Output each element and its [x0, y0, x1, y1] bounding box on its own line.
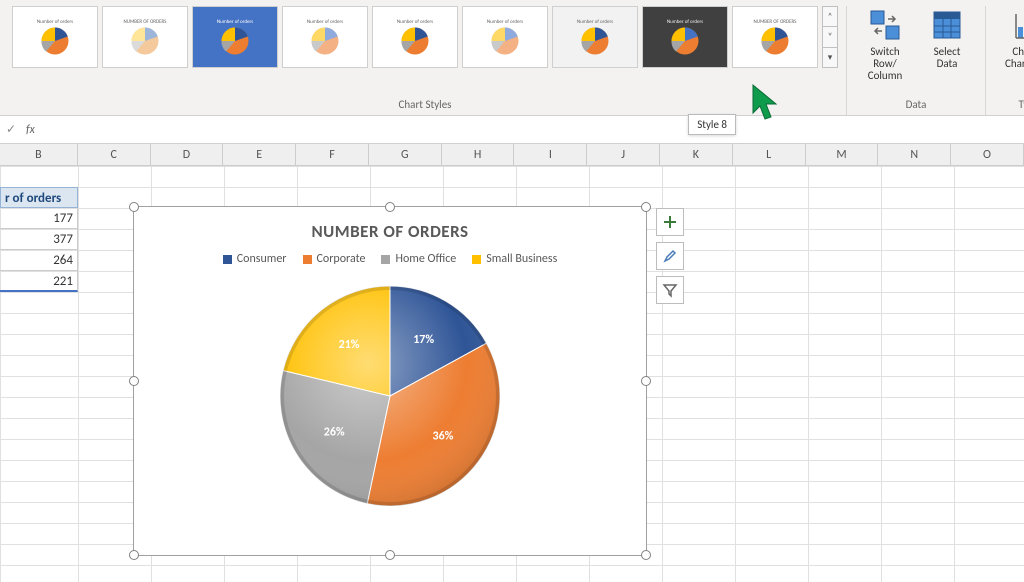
- data-group: Switch Row/Column SelectData Data: [847, 6, 986, 115]
- column-header[interactable]: E: [223, 144, 296, 165]
- fx-icon[interactable]: fx: [26, 123, 46, 137]
- style-tooltip: Style 8: [688, 114, 736, 135]
- legend-item: Corporate: [303, 252, 366, 266]
- style-thumb-9[interactable]: NUMBER OF ORDERS: [732, 6, 818, 68]
- resize-handle[interactable]: [129, 550, 139, 560]
- column-header[interactable]: D: [151, 144, 224, 165]
- table-header-cell: r of orders: [0, 187, 78, 208]
- brush-icon: [662, 248, 678, 264]
- change-chart-type-icon: [1012, 8, 1024, 42]
- type-group-label: Type: [1018, 94, 1024, 113]
- spreadsheet-grid: BCDEFGHIJKLMNO r of orders 177 377 264 2…: [0, 144, 1024, 582]
- column-header[interactable]: C: [78, 144, 151, 165]
- change-chart-type-button[interactable]: ChangeChart Type: [994, 6, 1024, 72]
- resize-handle[interactable]: [641, 550, 651, 560]
- legend-item: Home Office: [381, 252, 456, 266]
- type-group: ChangeChart Type Type: [986, 6, 1024, 115]
- filter-icon: [662, 282, 678, 298]
- chart-elements-button[interactable]: [656, 208, 684, 236]
- svg-text:17%: 17%: [413, 333, 434, 347]
- chart-styles-label: Chart Styles: [399, 94, 452, 113]
- gallery-more-icon[interactable]: ▾: [823, 48, 837, 67]
- table-cell: 264: [0, 250, 78, 271]
- chart-styles-group: Number of orders NUMBER OF ORDERS Number…: [4, 6, 847, 115]
- resize-handle[interactable]: [641, 202, 651, 212]
- column-header[interactable]: L: [733, 144, 806, 165]
- chart-object[interactable]: NUMBER OF ORDERS Consumer Corporate Home O…: [133, 206, 647, 556]
- resize-handle[interactable]: [385, 550, 395, 560]
- change-chart-type-label: ChangeChart Type: [1005, 46, 1024, 70]
- resize-handle[interactable]: [129, 376, 139, 386]
- switch-row-column-icon: [868, 8, 902, 42]
- gallery-down-icon[interactable]: ˅: [823, 27, 837, 47]
- legend-item: Consumer: [223, 252, 287, 266]
- select-data-button[interactable]: SelectData: [917, 6, 977, 84]
- resize-handle[interactable]: [129, 202, 139, 212]
- chart-styles-gallery: Number of orders NUMBER OF ORDERS Number…: [12, 6, 838, 68]
- column-header[interactable]: I: [514, 144, 587, 165]
- table-cell: 221: [0, 271, 78, 292]
- switch-row-column-button[interactable]: Switch Row/Column: [855, 6, 915, 84]
- chart-title: NUMBER OF ORDERS: [134, 207, 646, 242]
- column-header[interactable]: H: [442, 144, 515, 165]
- formula-bar: ✓ fx Style 8: [0, 116, 1024, 144]
- ribbon: Number of orders NUMBER OF ORDERS Number…: [0, 0, 1024, 116]
- column-header[interactable]: M: [806, 144, 879, 165]
- style-thumb-2[interactable]: NUMBER OF ORDERS: [102, 6, 188, 68]
- legend-item: Small Business: [472, 252, 557, 266]
- chart-styles-button[interactable]: [656, 242, 684, 270]
- column-header[interactable]: J: [587, 144, 660, 165]
- select-data-label: SelectData: [934, 46, 961, 70]
- style-thumb-8[interactable]: Number of orders: [642, 6, 728, 68]
- svg-text:36%: 36%: [432, 429, 453, 443]
- column-header[interactable]: B: [0, 144, 78, 165]
- style-thumb-6[interactable]: Number of orders: [462, 6, 548, 68]
- formula-input[interactable]: [54, 120, 1020, 140]
- style-thumb-3[interactable]: Number of orders: [192, 6, 278, 68]
- cells-area[interactable]: r of orders 177 377 264 221 NUMBER OF OR…: [0, 166, 1024, 582]
- style-thumb-4[interactable]: Number of orders: [282, 6, 368, 68]
- chart-filter-button[interactable]: [656, 276, 684, 304]
- style-thumb-1[interactable]: Number of orders: [12, 6, 98, 68]
- switch-row-column-label: Switch Row/Column: [859, 46, 911, 82]
- table-cell: 177: [0, 208, 78, 229]
- chart-side-buttons: [656, 208, 684, 304]
- column-header[interactable]: N: [878, 144, 951, 165]
- column-header[interactable]: O: [951, 144, 1024, 165]
- pie-chart: 17% 36% 26% 21%: [270, 276, 510, 516]
- chart-legend: Consumer Corporate Home Office Small Busine…: [134, 242, 646, 270]
- gallery-up-icon[interactable]: ˄: [823, 7, 837, 27]
- svg-text:26%: 26%: [324, 425, 345, 439]
- style-thumb-5[interactable]: Number of orders: [372, 6, 458, 68]
- column-headers: BCDEFGHIJKLMNO: [0, 144, 1024, 166]
- data-group-label: Data: [906, 94, 927, 113]
- select-data-icon: [930, 8, 964, 42]
- column-header[interactable]: G: [369, 144, 442, 165]
- svg-text:21%: 21%: [339, 338, 360, 352]
- resize-handle[interactable]: [641, 376, 651, 386]
- table-cell: 377: [0, 229, 78, 250]
- gallery-scroll: ˄ ˅ ▾: [822, 6, 838, 68]
- column-header[interactable]: F: [296, 144, 369, 165]
- resize-handle[interactable]: [385, 202, 395, 212]
- plus-icon: [662, 214, 678, 230]
- style-thumb-7[interactable]: Number of orders: [552, 6, 638, 68]
- column-header[interactable]: K: [660, 144, 733, 165]
- formula-check-icon[interactable]: ✓: [4, 122, 18, 137]
